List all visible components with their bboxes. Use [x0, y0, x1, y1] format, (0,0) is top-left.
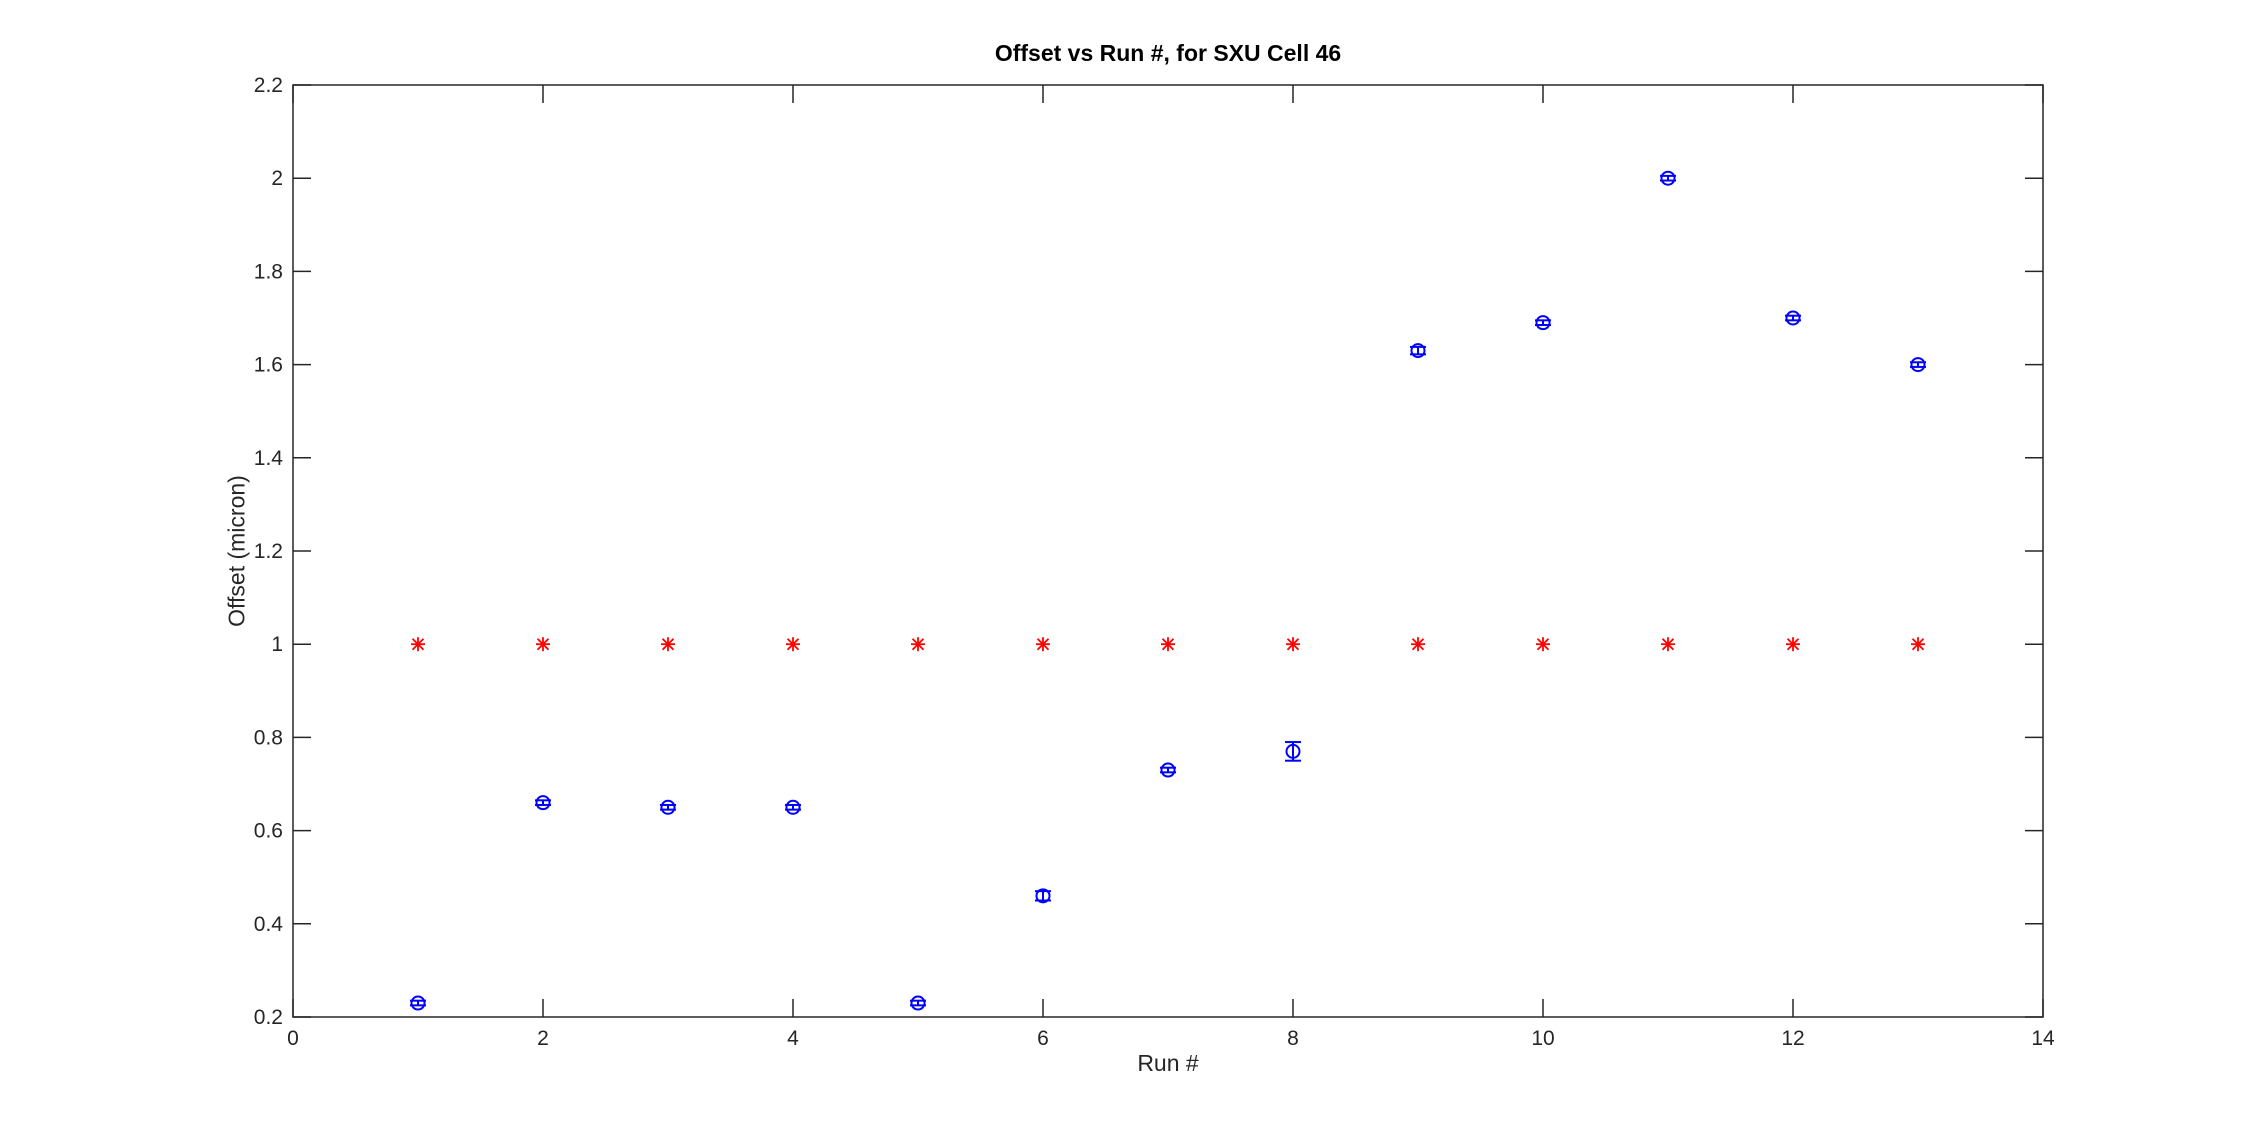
x-tick-label: 2: [537, 1027, 549, 1050]
reference-marker: [1661, 637, 1675, 652]
data-point-marker: [910, 995, 926, 1011]
x-tick-label: 10: [1531, 1027, 1554, 1050]
data-point-marker: [535, 795, 551, 811]
reference-marker: [1286, 637, 1300, 652]
plot-title: Offset vs Run #, for SXU Cell 46: [994, 40, 1342, 66]
x-tick-label: 6: [1037, 1027, 1049, 1050]
reference-marker: [1036, 637, 1050, 652]
x-tick-label: 14: [2031, 1027, 2055, 1050]
y-tick-label: 1.8: [254, 260, 283, 283]
reference-marker: [1536, 637, 1550, 652]
data-point-marker: [1035, 888, 1051, 904]
data-point-marker: [1160, 762, 1176, 778]
y-tick-label: 0.4: [254, 913, 284, 936]
x-axis-label: Run #: [1137, 1050, 1199, 1076]
x-tick-label: 12: [1781, 1027, 1804, 1050]
y-tick-label: 0.2: [254, 1006, 283, 1029]
reference-marker: [1161, 637, 1175, 652]
reference-marker: [1411, 637, 1425, 652]
reference-marker: [1911, 637, 1925, 652]
y-tick-label: 0.6: [254, 820, 283, 843]
y-axis-label: Offset (micron): [223, 475, 250, 627]
y-tick-label: 2: [271, 167, 283, 190]
y-tick-label: 1.4: [254, 447, 284, 470]
data-point-marker: [1285, 741, 1301, 762]
data-point-marker: [1785, 310, 1801, 326]
data-point-marker: [410, 995, 426, 1011]
y-tick-label: 2.2: [254, 74, 283, 97]
y-tick-label: 1: [271, 633, 283, 656]
reference-marker: [1786, 637, 1800, 652]
reference-marker: [411, 637, 425, 652]
x-tick-label: 4: [787, 1027, 799, 1050]
data-point-marker: [1660, 170, 1676, 186]
reference-marker: [661, 637, 675, 652]
reference-marker: [911, 637, 925, 652]
y-tick-label: 1.2: [254, 540, 283, 563]
x-tick-label: 0: [287, 1027, 299, 1050]
plot-box: [292, 84, 2044, 1018]
data-point-marker: [1410, 343, 1426, 359]
y-tick-label: 1.6: [254, 354, 283, 377]
reference-marker: [786, 637, 800, 652]
data-point-marker: [1910, 357, 1926, 373]
data-point-marker: [660, 799, 676, 815]
x-tick-label: 8: [1287, 1027, 1299, 1050]
data-point-marker: [785, 799, 801, 815]
reference-marker: [536, 637, 550, 652]
data-point-marker: [1535, 315, 1551, 331]
y-tick-label: 0.8: [254, 726, 283, 749]
